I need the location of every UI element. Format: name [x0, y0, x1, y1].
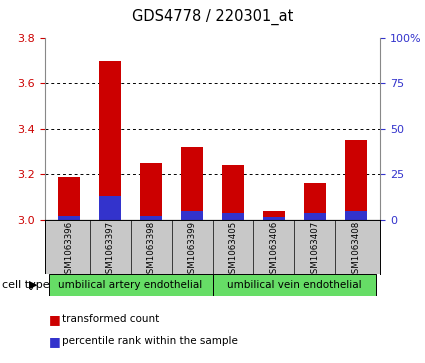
Bar	[345, 211, 367, 220]
Bar	[212, 274, 376, 296]
Bar	[49, 274, 212, 296]
Bar	[345, 140, 367, 220]
Bar	[140, 163, 162, 220]
Text: GSM1063396: GSM1063396	[65, 221, 74, 280]
Text: percentile rank within the sample: percentile rank within the sample	[62, 336, 238, 346]
Bar	[263, 217, 285, 220]
Text: GSM1063397: GSM1063397	[106, 221, 115, 280]
Text: GSM1063398: GSM1063398	[147, 221, 156, 280]
Text: transformed count: transformed count	[62, 314, 159, 325]
Text: cell type: cell type	[2, 280, 50, 290]
Text: umbilical artery endothelial: umbilical artery endothelial	[59, 280, 203, 290]
Bar	[99, 61, 122, 220]
Text: GSM1063406: GSM1063406	[269, 221, 278, 280]
Text: GSM1063405: GSM1063405	[229, 221, 238, 280]
Text: GSM1063408: GSM1063408	[351, 221, 360, 280]
Text: GDS4778 / 220301_at: GDS4778 / 220301_at	[132, 9, 293, 25]
Text: GSM1063399: GSM1063399	[187, 221, 196, 279]
Bar	[222, 165, 244, 220]
Bar	[303, 213, 326, 220]
Bar	[58, 176, 80, 220]
Bar	[263, 211, 285, 220]
Bar	[58, 216, 80, 220]
Bar	[181, 147, 203, 220]
Bar	[222, 213, 244, 220]
Bar	[181, 211, 203, 220]
Text: ▶: ▶	[29, 280, 37, 290]
Bar	[303, 183, 326, 220]
Text: ■: ■	[49, 335, 61, 348]
Bar	[140, 216, 162, 220]
Text: umbilical vein endothelial: umbilical vein endothelial	[227, 280, 362, 290]
Text: GSM1063407: GSM1063407	[310, 221, 319, 280]
Bar	[99, 196, 122, 220]
Text: ■: ■	[49, 313, 61, 326]
